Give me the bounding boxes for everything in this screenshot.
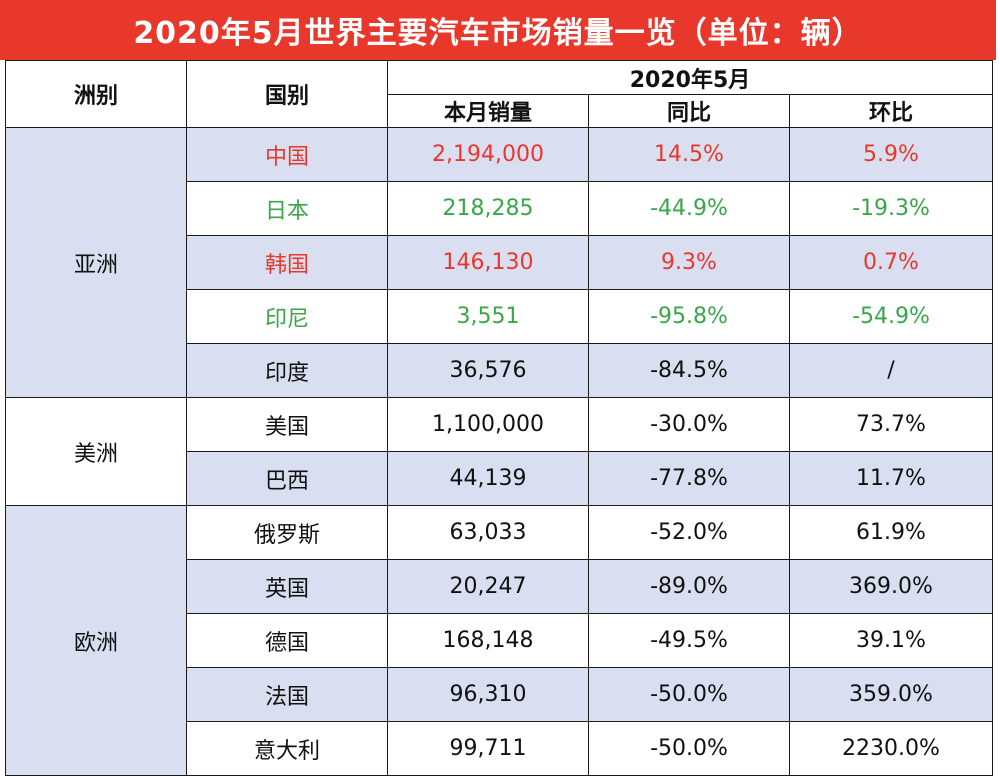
mom-cell[interactable]: -19.3% <box>789 181 993 236</box>
sales-cell[interactable]: 146,130 <box>387 235 589 290</box>
header-row-1: 洲别 国别 2020年5月 <box>5 60 993 128</box>
yoy-cell[interactable]: -50.0% <box>588 721 790 776</box>
country-cell[interactable]: 印尼 <box>186 289 388 344</box>
sales-cell[interactable]: 218,285 <box>387 181 589 236</box>
continent-cell[interactable]: 美洲 <box>5 397 187 506</box>
header-sales[interactable]: 本月销量 <box>387 94 589 128</box>
mom-cell[interactable]: 2230.0% <box>789 721 993 776</box>
mom-cell[interactable]: 5.9% <box>789 127 993 182</box>
yoy-cell[interactable]: -95.8% <box>588 289 790 344</box>
mom-cell[interactable]: 11.7% <box>789 451 993 506</box>
table-row: 德国 168,148 -49.5% 39.1% <box>6 613 993 668</box>
table-row: 美洲 美国 1,100,000 -30.0% 73.7% <box>5 397 993 506</box>
sales-cell[interactable]: 20,247 <box>387 559 589 614</box>
header-mom[interactable]: 环比 <box>789 94 993 128</box>
table-row: 英国 20,247 -89.0% 369.0% <box>6 559 993 614</box>
sheet-title: 2020年5月世界主要汽车市场销量一览（单位：辆） <box>0 0 996 60</box>
yoy-cell[interactable]: -77.8% <box>588 451 790 506</box>
yoy-cell[interactable]: -50.0% <box>588 667 790 722</box>
mom-cell[interactable]: 39.1% <box>789 613 993 668</box>
country-cell[interactable]: 德国 <box>186 613 388 668</box>
mom-cell[interactable]: 359.0% <box>789 667 993 722</box>
header-period[interactable]: 2020年5月 <box>387 60 993 95</box>
mom-cell[interactable]: 369.0% <box>789 559 993 614</box>
sheet-gridline-margin <box>993 60 1000 776</box>
yoy-cell[interactable]: -89.0% <box>588 559 790 614</box>
table-row: 印度 36,576 -84.5% / <box>6 343 993 398</box>
country-cell[interactable]: 法国 <box>186 667 388 722</box>
mom-cell[interactable]: -54.9% <box>789 289 993 344</box>
sales-table: 洲别 国别 2020年5月 本月销量 同比 环比 亚洲 中国 2,194,000 14… <box>5 60 993 776</box>
country-cell[interactable]: 英国 <box>186 559 388 614</box>
country-cell[interactable]: 日本 <box>186 181 388 236</box>
country-cell[interactable]: 中国 <box>186 127 388 182</box>
mom-cell[interactable]: 73.7% <box>789 397 993 452</box>
mom-cell[interactable]: / <box>789 343 993 398</box>
table-row: 欧洲 俄罗斯 63,033 -52.0% 61.9% <box>5 505 993 776</box>
mom-cell[interactable]: 61.9% <box>789 505 993 560</box>
sales-cell[interactable]: 99,711 <box>387 721 589 776</box>
country-cell[interactable]: 美国 <box>186 397 388 452</box>
country-cell[interactable]: 印度 <box>186 343 388 398</box>
yoy-cell[interactable]: -84.5% <box>588 343 790 398</box>
continent-cell[interactable]: 亚洲 <box>5 127 187 398</box>
header-continent[interactable]: 洲别 <box>5 60 187 128</box>
table-row: 韩国 146,130 9.3% 0.7% <box>6 235 993 290</box>
table-row: 意大利 99,711 -50.0% 2230.0% <box>6 721 993 776</box>
mom-cell[interactable]: 0.7% <box>789 235 993 290</box>
header-country[interactable]: 国别 <box>186 60 388 128</box>
yoy-cell[interactable]: -44.9% <box>588 181 790 236</box>
yoy-cell[interactable]: 9.3% <box>588 235 790 290</box>
yoy-cell[interactable]: -52.0% <box>588 505 790 560</box>
yoy-cell[interactable]: -30.0% <box>588 397 790 452</box>
country-cell[interactable]: 俄罗斯 <box>186 505 388 560</box>
sales-cell[interactable]: 63,033 <box>387 505 589 560</box>
sales-cell[interactable]: 1,100,000 <box>387 397 589 452</box>
country-cell[interactable]: 韩国 <box>186 235 388 290</box>
sales-cell[interactable]: 2,194,000 <box>387 127 589 182</box>
country-cell[interactable]: 意大利 <box>186 721 388 776</box>
country-cell[interactable]: 巴西 <box>186 451 388 506</box>
sales-cell[interactable]: 36,576 <box>387 343 589 398</box>
table-row: 亚洲 中国 2,194,000 14.5% 5.9% <box>5 127 993 398</box>
header-yoy[interactable]: 同比 <box>588 94 790 128</box>
yoy-cell[interactable]: -49.5% <box>588 613 790 668</box>
sales-cell[interactable]: 44,139 <box>387 451 589 506</box>
sales-cell[interactable]: 96,310 <box>387 667 589 722</box>
sales-cell[interactable]: 168,148 <box>387 613 589 668</box>
table-row: 日本 218,285 -44.9% -19.3% <box>6 181 993 236</box>
yoy-cell[interactable]: 14.5% <box>588 127 790 182</box>
sales-cell[interactable]: 3,551 <box>387 289 589 344</box>
continent-cell[interactable]: 欧洲 <box>5 505 187 776</box>
